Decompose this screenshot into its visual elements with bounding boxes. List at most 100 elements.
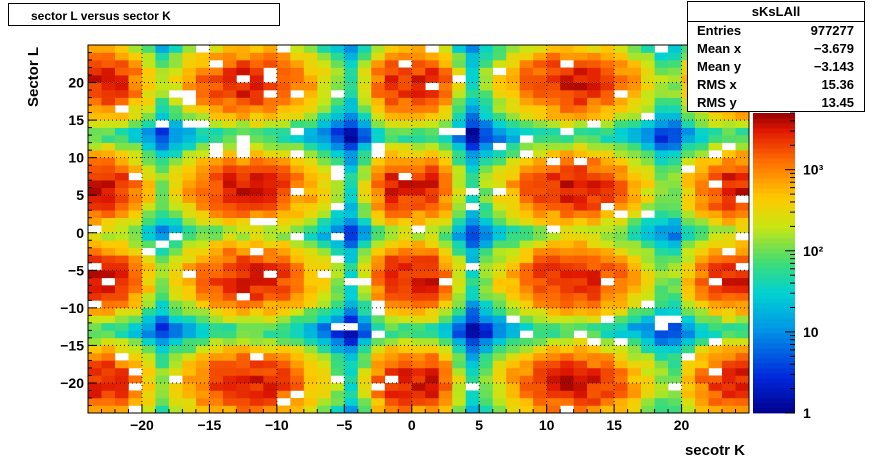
heatmap-cell xyxy=(452,172,467,181)
heatmap-cell xyxy=(627,270,642,279)
heatmap-cell xyxy=(384,135,399,143)
heatmap-cell xyxy=(560,315,574,324)
heatmap-cell xyxy=(425,277,440,286)
heatmap-cell xyxy=(614,202,628,211)
heatmap-cell xyxy=(128,300,143,309)
heatmap-cell xyxy=(614,45,628,53)
heatmap-cell xyxy=(452,367,467,376)
heatmap-cell xyxy=(533,300,547,309)
heatmap-cell xyxy=(168,120,183,128)
heatmap-cell xyxy=(209,120,224,128)
heatmap-cell xyxy=(398,142,413,151)
heatmap-cell xyxy=(573,195,588,204)
heatmap-cell xyxy=(654,360,669,369)
heatmap-cell xyxy=(195,165,210,173)
heatmap-cell xyxy=(101,225,116,234)
heatmap-cell xyxy=(222,345,237,354)
heatmap-cell xyxy=(168,337,183,346)
y-axis-title: Sector L xyxy=(25,47,42,107)
heatmap-cell xyxy=(573,262,588,271)
heatmap-cell xyxy=(546,45,561,53)
heatmap-cell xyxy=(155,225,170,234)
heatmap-cell xyxy=(398,165,413,173)
heatmap-cell xyxy=(425,67,440,76)
heatmap-cell xyxy=(317,300,332,309)
heatmap-cell xyxy=(128,52,143,61)
heatmap-cell xyxy=(236,397,251,406)
heatmap-cell xyxy=(128,180,143,188)
heatmap-cell xyxy=(384,105,399,113)
heatmap-cell xyxy=(357,262,372,271)
heatmap-cell xyxy=(425,202,440,211)
heatmap-cell xyxy=(681,247,696,256)
heatmap-cell xyxy=(384,187,399,196)
heatmap-cell xyxy=(735,360,750,369)
heatmap-cell xyxy=(101,255,116,264)
heatmap-cell xyxy=(506,52,520,61)
heatmap-cell xyxy=(627,390,642,399)
heatmap-cell xyxy=(357,195,372,204)
heatmap-cell xyxy=(209,375,224,384)
heatmap-cell xyxy=(88,390,102,399)
heatmap-cell xyxy=(101,390,116,399)
heatmap-cell xyxy=(128,375,143,384)
heatmap-cell xyxy=(114,382,129,391)
heatmap-cell xyxy=(668,82,682,91)
heatmap-cell xyxy=(614,97,628,106)
heatmap-cell xyxy=(452,195,467,204)
heatmap-cell xyxy=(735,225,750,234)
heatmap-cell xyxy=(290,292,305,301)
heatmap-cell xyxy=(438,300,453,309)
heatmap-cell xyxy=(654,195,669,204)
heatmap-cell xyxy=(317,217,332,226)
heatmap-cell xyxy=(546,375,561,384)
heatmap-cell xyxy=(317,277,332,286)
heatmap-cell xyxy=(533,375,547,384)
heatmap-cell xyxy=(357,165,372,173)
heatmap-cell xyxy=(587,187,601,196)
heatmap-cell xyxy=(101,315,116,324)
heatmap-cell xyxy=(560,210,574,219)
heatmap-cell xyxy=(371,270,386,279)
heatmap-cell xyxy=(195,67,210,76)
heatmap-cell xyxy=(560,397,574,406)
heatmap-cell xyxy=(182,322,197,331)
heatmap-cell xyxy=(654,405,669,414)
heatmap-cell xyxy=(695,307,709,316)
colorbar-step xyxy=(753,323,795,329)
heatmap-cell xyxy=(533,112,547,121)
heatmap-cell xyxy=(88,247,102,256)
heatmap-cell xyxy=(88,232,102,241)
heatmap-cell xyxy=(114,285,129,294)
heatmap-cell xyxy=(438,240,453,249)
heatmap-cell xyxy=(708,142,723,151)
heatmap-cell xyxy=(357,322,372,331)
heatmap-cell xyxy=(452,337,467,346)
heatmap-cell xyxy=(573,232,588,241)
heatmap-cell xyxy=(708,270,723,279)
heatmap-cell xyxy=(654,247,669,256)
heatmap-cell xyxy=(168,330,183,339)
heatmap-cell xyxy=(681,345,696,354)
heatmap-cell xyxy=(128,337,143,346)
heatmap-cell xyxy=(735,315,750,324)
heatmap-cell xyxy=(249,195,264,204)
heatmap-cell xyxy=(303,322,318,331)
heatmap-cell xyxy=(546,120,561,128)
heatmap-cell xyxy=(128,390,143,399)
heatmap-cell xyxy=(654,165,669,173)
heatmap-cell xyxy=(465,330,480,339)
heatmap-cell xyxy=(209,307,224,316)
heatmap-cell xyxy=(182,225,197,234)
heatmap-cell xyxy=(168,172,183,181)
heatmap-cell xyxy=(155,217,170,226)
heatmap-cell xyxy=(263,345,278,354)
heatmap-cell xyxy=(600,105,615,113)
heatmap-cell xyxy=(398,300,413,309)
heatmap-cell xyxy=(452,120,467,128)
heatmap-cell xyxy=(384,157,399,166)
heatmap-cell xyxy=(411,75,426,83)
heatmap-cell xyxy=(276,142,291,151)
heatmap-cell xyxy=(195,60,210,68)
heatmap-cell xyxy=(479,135,493,143)
